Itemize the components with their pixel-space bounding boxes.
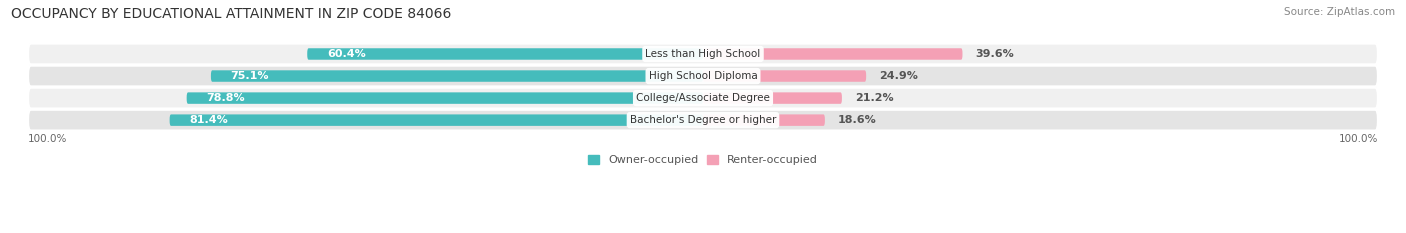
FancyBboxPatch shape [28, 88, 1378, 108]
FancyBboxPatch shape [170, 114, 703, 126]
Text: High School Diploma: High School Diploma [648, 71, 758, 81]
FancyBboxPatch shape [703, 48, 963, 60]
Text: Source: ZipAtlas.com: Source: ZipAtlas.com [1284, 7, 1395, 17]
Text: College/Associate Degree: College/Associate Degree [636, 93, 770, 103]
Text: 21.2%: 21.2% [855, 93, 894, 103]
FancyBboxPatch shape [703, 70, 866, 82]
Text: OCCUPANCY BY EDUCATIONAL ATTAINMENT IN ZIP CODE 84066: OCCUPANCY BY EDUCATIONAL ATTAINMENT IN Z… [11, 7, 451, 21]
Text: 18.6%: 18.6% [838, 115, 877, 125]
FancyBboxPatch shape [28, 44, 1378, 64]
Text: 39.6%: 39.6% [976, 49, 1014, 59]
Text: 60.4%: 60.4% [326, 49, 366, 59]
Text: 81.4%: 81.4% [190, 115, 228, 125]
FancyBboxPatch shape [28, 110, 1378, 130]
FancyBboxPatch shape [187, 92, 703, 104]
Legend: Owner-occupied, Renter-occupied: Owner-occupied, Renter-occupied [588, 155, 818, 165]
FancyBboxPatch shape [308, 48, 703, 60]
FancyBboxPatch shape [28, 66, 1378, 86]
FancyBboxPatch shape [211, 70, 703, 82]
Text: Less than High School: Less than High School [645, 49, 761, 59]
Text: 24.9%: 24.9% [879, 71, 918, 81]
Text: Bachelor's Degree or higher: Bachelor's Degree or higher [630, 115, 776, 125]
FancyBboxPatch shape [703, 114, 825, 126]
Text: 78.8%: 78.8% [207, 93, 245, 103]
FancyBboxPatch shape [703, 92, 842, 104]
Text: 75.1%: 75.1% [231, 71, 269, 81]
